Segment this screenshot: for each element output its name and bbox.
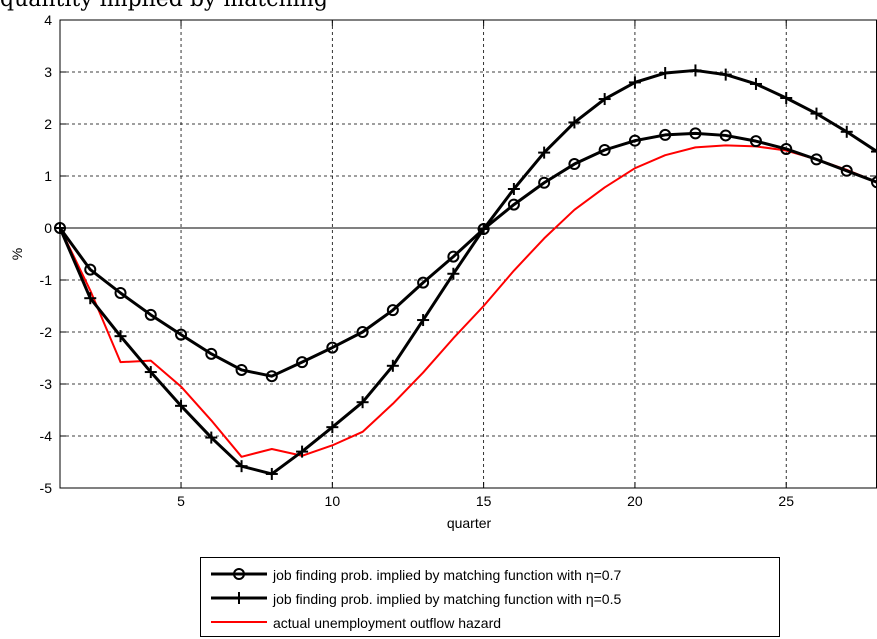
- y-tick-label: 0: [44, 220, 52, 236]
- data-point-plus: [84, 292, 97, 305]
- legend-item-eta-05: job finding prob. implied by matching fu…: [201, 588, 779, 610]
- data-point-plus: [235, 460, 248, 473]
- data-point-circle: [810, 153, 823, 166]
- y-tick-label: 3: [44, 64, 52, 80]
- data-point-circle: [749, 135, 762, 148]
- y-tick-label: 1: [44, 168, 52, 184]
- y-tick-label: -1: [40, 272, 53, 288]
- data-point-circle: [265, 370, 278, 383]
- series-group: [54, 64, 877, 480]
- x-tick-label: 10: [325, 493, 341, 509]
- data-point-circle: [326, 341, 339, 354]
- data-point-circle: [871, 176, 877, 189]
- legend: job finding prob. implied by matching fu…: [200, 557, 780, 637]
- data-point-circle: [175, 328, 188, 341]
- data-point-plus: [356, 396, 369, 409]
- y-tick-label: -2: [40, 324, 53, 340]
- y-tick-label: 4: [44, 12, 52, 28]
- data-point-plus: [326, 421, 339, 434]
- data-point-circle: [447, 250, 460, 263]
- x-axis-label: quarter: [447, 515, 492, 531]
- y-axis-label: %: [9, 248, 25, 260]
- series-line-2: [59, 144, 877, 458]
- x-tick-label: 25: [778, 493, 794, 509]
- data-point-circle: [84, 263, 97, 276]
- data-point-circle: [719, 129, 732, 142]
- data-point-plus: [780, 92, 793, 104]
- data-point-circle: [114, 287, 127, 299]
- data-point-circle: [296, 356, 309, 369]
- data-point-circle: [598, 144, 611, 156]
- data-point-plus: [719, 68, 732, 81]
- data-point-plus: [417, 314, 430, 327]
- series-line-0: [58, 131, 877, 378]
- data-point-circle: [356, 326, 369, 338]
- data-point-circle: [386, 304, 399, 317]
- data-point-plus: [205, 431, 218, 444]
- data-point-plus: [265, 467, 278, 480]
- data-point-circle: [507, 198, 520, 211]
- data-point-plus: [538, 146, 551, 159]
- x-tick-label: 5: [177, 493, 185, 509]
- data-point-plus: [689, 64, 702, 77]
- x-tick-label: 20: [627, 493, 643, 509]
- data-point-circle: [780, 142, 793, 155]
- data-point-plus: [659, 67, 672, 80]
- data-point-plus: [477, 223, 490, 236]
- y-tick-label: -3: [40, 376, 53, 392]
- data-point-plus: [840, 125, 853, 138]
- data-point-circle: [538, 176, 551, 189]
- data-point-plus: [749, 77, 762, 90]
- legend-item-eta-07: job finding prob. implied by matching fu…: [201, 564, 779, 586]
- data-point-circle: [568, 158, 581, 171]
- data-point-circle: [659, 128, 672, 141]
- partial-heading-text: quantity implied by matching: [0, 0, 328, 12]
- x-tick-label: 15: [476, 493, 492, 509]
- data-point-plus: [447, 267, 460, 280]
- data-point-plus: [628, 76, 641, 89]
- legend-label-eta-05: job finding prob. implied by matching fu…: [273, 591, 622, 607]
- legend-line-circle-marker: [211, 568, 267, 580]
- data-point-plus: [144, 366, 157, 379]
- data-point-plus: [296, 445, 309, 458]
- y-tick-label: -4: [40, 428, 53, 444]
- data-point-circle: [840, 164, 853, 177]
- data-point-circle: [689, 127, 702, 140]
- data-point-plus: [175, 399, 188, 412]
- data-point-circle: [628, 134, 641, 147]
- data-point-circle: [205, 347, 218, 360]
- legend-item-actual: actual unemployment outflow hazard: [201, 612, 779, 634]
- data-point-plus: [507, 183, 520, 195]
- legend-label-actual: actual unemployment outflow hazard: [273, 615, 502, 631]
- legend-line-plus-marker: [211, 592, 267, 604]
- data-point-circle: [144, 308, 157, 321]
- data-point-circle: [235, 363, 248, 376]
- data-point-plus: [54, 222, 66, 234]
- data-point-plus: [386, 359, 399, 372]
- data-point-plus: [871, 145, 877, 158]
- data-point-plus: [598, 93, 611, 106]
- series-line-1: [58, 68, 877, 476]
- y-tick-label: -5: [40, 480, 53, 496]
- data-point-plus: [568, 116, 581, 129]
- legend-label-eta-07: job finding prob. implied by matching fu…: [273, 567, 622, 583]
- data-point-circle: [417, 276, 430, 289]
- legend-line-red: [211, 621, 267, 623]
- data-point-plus: [810, 107, 823, 120]
- data-point-plus: [114, 330, 127, 343]
- line-chart: 5 10 15 20 25 -5 -4 -3 -2 -1 0 1 2 3 4 quarter %: [9, 12, 877, 531]
- y-tick-label: 2: [44, 116, 52, 132]
